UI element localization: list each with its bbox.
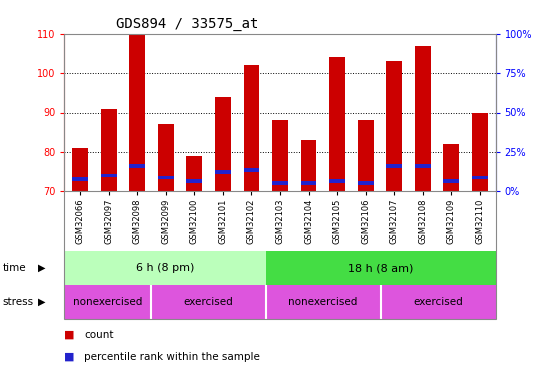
Text: count: count [84, 330, 114, 339]
Text: ■: ■ [64, 330, 75, 339]
Bar [301, 182, 316, 185]
Bar [215, 170, 231, 174]
Bar [358, 182, 374, 185]
Text: percentile rank within the sample: percentile rank within the sample [84, 352, 260, 362]
Bar [358, 120, 374, 191]
Bar [265, 285, 381, 319]
Text: nonexercised: nonexercised [288, 297, 358, 307]
Text: GDS894 / 33575_at: GDS894 / 33575_at [116, 17, 259, 32]
Bar [72, 148, 88, 191]
Bar [444, 180, 459, 183]
Bar [101, 109, 116, 191]
Bar [301, 140, 316, 191]
Text: exercised: exercised [413, 297, 463, 307]
Bar [272, 120, 288, 191]
Text: 18 h (8 am): 18 h (8 am) [348, 263, 413, 273]
Bar [386, 164, 402, 168]
Bar [129, 164, 145, 168]
Bar [472, 176, 488, 180]
Text: ■: ■ [64, 352, 75, 362]
Bar [158, 176, 174, 180]
Bar [244, 65, 259, 191]
Bar [158, 124, 174, 191]
Text: ▶: ▶ [38, 297, 45, 307]
Text: 6 h (8 pm): 6 h (8 pm) [136, 263, 194, 273]
Bar [64, 251, 265, 285]
Bar [129, 34, 145, 191]
Bar [272, 182, 288, 185]
Bar [244, 168, 259, 172]
Bar [72, 177, 88, 182]
Text: exercised: exercised [183, 297, 233, 307]
Bar [186, 180, 202, 183]
Bar [415, 164, 431, 168]
Bar [415, 46, 431, 191]
Bar [329, 57, 345, 191]
Text: stress: stress [3, 297, 34, 307]
Text: time: time [3, 263, 26, 273]
Text: ▶: ▶ [38, 263, 45, 273]
Bar [265, 251, 496, 285]
Bar [215, 97, 231, 191]
Bar [64, 285, 151, 319]
Bar [444, 144, 459, 191]
Bar [472, 112, 488, 191]
Bar [381, 285, 496, 319]
Bar [101, 174, 116, 177]
Text: nonexercised: nonexercised [73, 297, 142, 307]
Bar [186, 156, 202, 191]
Bar [151, 285, 265, 319]
Bar [329, 180, 345, 183]
Bar [386, 62, 402, 191]
